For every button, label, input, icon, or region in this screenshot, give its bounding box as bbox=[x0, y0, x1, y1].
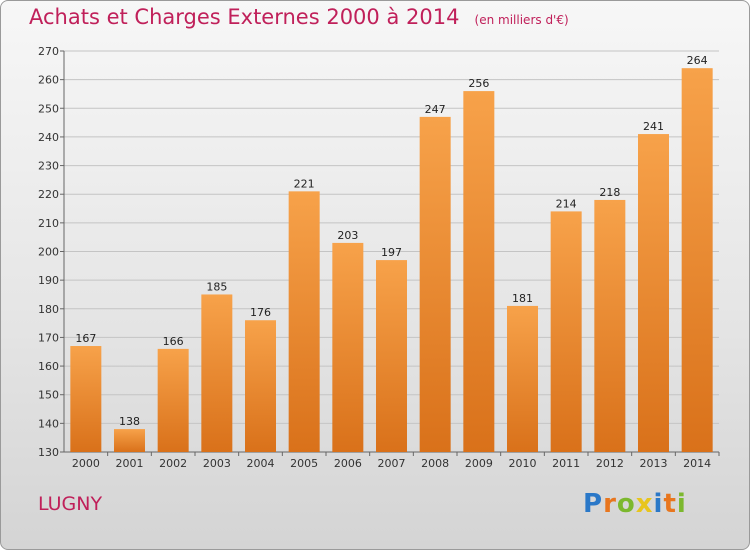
bar bbox=[114, 429, 145, 452]
y-tick-label: 240 bbox=[38, 131, 59, 144]
logo-letter: r bbox=[603, 489, 617, 519]
bar bbox=[681, 68, 713, 452]
bar bbox=[594, 199, 626, 452]
logo-letter: t bbox=[663, 489, 677, 519]
y-tick-label: 210 bbox=[38, 217, 59, 230]
bar bbox=[550, 211, 582, 452]
commune-name: LUGNY bbox=[38, 493, 103, 515]
x-tick-label: 2014 bbox=[683, 457, 711, 470]
value-label: 214 bbox=[556, 197, 577, 210]
logo-letter: o bbox=[616, 489, 636, 519]
x-tick-label: 2001 bbox=[116, 457, 144, 470]
bar bbox=[70, 346, 102, 452]
chart-title: Achats et Charges Externes 2000 à 2014 bbox=[29, 5, 460, 29]
y-tick-label: 150 bbox=[38, 389, 59, 402]
value-label: 181 bbox=[512, 292, 533, 305]
logo-letter: x bbox=[635, 489, 654, 519]
y-tick-label: 260 bbox=[38, 74, 59, 87]
x-tick-label: 2004 bbox=[247, 457, 275, 470]
value-label: 218 bbox=[599, 186, 620, 199]
proxiti-logo: Proxiti bbox=[583, 489, 687, 519]
y-tick-label: 130 bbox=[38, 446, 59, 459]
x-tick-label: 2007 bbox=[378, 457, 406, 470]
value-label: 241 bbox=[643, 120, 664, 133]
x-tick-label: 2011 bbox=[552, 457, 580, 470]
x-tick-label: 2010 bbox=[509, 457, 537, 470]
y-tick-label: 200 bbox=[38, 246, 59, 259]
chart-unit: (en milliers d'€) bbox=[474, 13, 569, 27]
logo-letter: i bbox=[653, 489, 664, 519]
x-tick-label: 2002 bbox=[159, 457, 187, 470]
y-tick-label: 160 bbox=[38, 360, 59, 373]
x-tick-label: 2013 bbox=[640, 457, 668, 470]
y-tick-label: 140 bbox=[38, 417, 59, 430]
y-tick-label: 230 bbox=[38, 160, 59, 173]
bar bbox=[419, 116, 451, 452]
value-label: 256 bbox=[468, 77, 489, 90]
bar bbox=[376, 260, 407, 452]
y-tick-label: 190 bbox=[38, 274, 59, 287]
value-label: 166 bbox=[163, 335, 184, 348]
bar bbox=[245, 320, 276, 452]
chart-title-block: Achats et Charges Externes 2000 à 2014 (… bbox=[29, 5, 569, 29]
y-tick-label: 270 bbox=[38, 45, 59, 58]
x-tick-label: 2008 bbox=[421, 457, 449, 470]
bars bbox=[70, 68, 713, 453]
bar bbox=[157, 348, 189, 452]
value-label: 185 bbox=[206, 280, 227, 293]
value-label: 221 bbox=[294, 177, 315, 190]
x-tick-label: 2000 bbox=[72, 457, 100, 470]
value-label: 247 bbox=[425, 103, 446, 116]
y-tick-label: 170 bbox=[38, 331, 59, 344]
value-label: 197 bbox=[381, 246, 402, 259]
bar bbox=[201, 294, 233, 452]
bar bbox=[507, 305, 538, 452]
value-label: 264 bbox=[687, 54, 708, 67]
value-labels: 167 138 166 185 176 221 203 197 247 256 181 214 218 2… bbox=[75, 54, 707, 428]
x-tick-label: 2006 bbox=[334, 457, 362, 470]
bar bbox=[638, 134, 669, 453]
bar bbox=[288, 191, 320, 452]
value-label: 203 bbox=[337, 229, 358, 242]
y-tick-label: 250 bbox=[38, 102, 59, 115]
bar bbox=[463, 91, 495, 452]
logo-letter: P bbox=[583, 489, 604, 519]
x-tick-label: 2003 bbox=[203, 457, 231, 470]
x-tick-label: 2005 bbox=[290, 457, 318, 470]
y-tick-label: 180 bbox=[38, 303, 59, 316]
x-tick-label: 2012 bbox=[596, 457, 624, 470]
y-tick-label: 220 bbox=[38, 188, 59, 201]
value-label: 138 bbox=[119, 415, 140, 428]
value-label: 167 bbox=[75, 332, 96, 345]
x-tick-label: 2009 bbox=[465, 457, 493, 470]
logo-letter: i bbox=[676, 489, 687, 519]
bar bbox=[332, 242, 364, 452]
value-label: 176 bbox=[250, 306, 271, 319]
